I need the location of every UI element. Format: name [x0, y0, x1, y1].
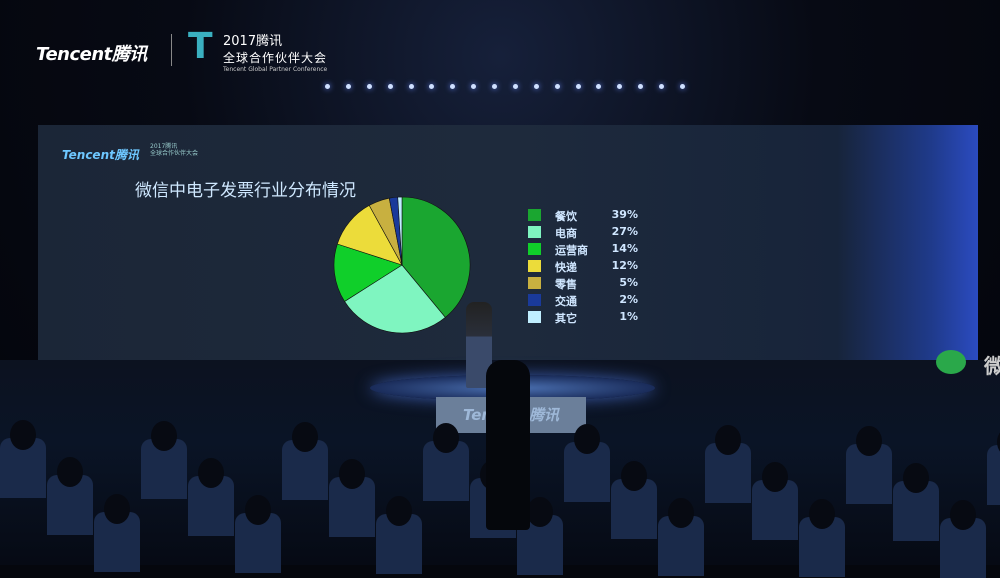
audience-member — [245, 495, 271, 525]
legend-item: 交通 2% — [528, 293, 638, 308]
legend-item: 快递 12% — [528, 259, 638, 274]
slide-conf-year: 2017腾讯 — [150, 143, 178, 150]
conference-english: Tencent Global Partner Conference — [223, 66, 328, 73]
legend-label: 快递 — [555, 261, 577, 274]
legend-item: 其它 1% — [528, 310, 638, 325]
audience-member — [198, 458, 224, 488]
audience-member — [997, 427, 1000, 457]
legend-value: 12% — [611, 259, 638, 272]
conference-year: 2017腾讯 — [223, 34, 283, 49]
conference-t-logo-icon: T — [188, 26, 213, 67]
slide-tencent-logo: Tencent腾讯 — [62, 148, 139, 162]
legend-swatch — [528, 243, 541, 255]
pie-chart — [333, 196, 471, 334]
legend-label: 餐饮 — [555, 210, 577, 223]
legend-label: 其它 — [555, 312, 577, 325]
pie-slice-1 — [401, 196, 471, 318]
conference-name: 全球合作伙伴大会 — [223, 51, 328, 65]
audience-member — [762, 462, 788, 492]
audience-member — [856, 426, 882, 456]
legend-label: 交通 — [555, 295, 577, 308]
legend-label: 电商 — [555, 227, 577, 240]
audience-member — [57, 457, 83, 487]
legend-swatch — [528, 226, 541, 238]
audience-member — [10, 420, 36, 450]
audience-member — [621, 461, 647, 491]
audience-member — [950, 500, 976, 530]
logo-divider — [171, 34, 172, 66]
legend-value: 5% — [619, 276, 638, 289]
legend-label: 零售 — [555, 278, 577, 291]
legend-item: 零售 5% — [528, 276, 638, 291]
legend-swatch — [528, 311, 541, 323]
legend-value: 2% — [619, 293, 638, 306]
audience-member — [386, 496, 412, 526]
audience-member — [668, 498, 694, 528]
wechat-icon — [936, 350, 966, 374]
audience-member — [292, 422, 318, 452]
audience-member — [104, 494, 130, 524]
legend-item: 运营商 14% — [528, 242, 638, 257]
legend-value: 39% — [611, 208, 638, 221]
chart-title: 微信中电子发票行业分布情况 — [135, 181, 356, 201]
legend-item: 电商 27% — [528, 225, 638, 240]
audience-member — [527, 497, 553, 527]
pie-slice-3 — [333, 243, 403, 302]
camera-operator — [486, 360, 530, 530]
legend-value: 14% — [611, 242, 638, 255]
legend-swatch — [528, 260, 541, 272]
audience-member — [433, 423, 459, 453]
audience-member — [903, 463, 929, 493]
audience-seat — [987, 445, 1000, 505]
stage-lights — [325, 84, 685, 90]
audience-member — [151, 421, 177, 451]
legend-swatch — [528, 294, 541, 306]
audience-member — [574, 424, 600, 454]
legend-swatch — [528, 277, 541, 289]
legend-swatch — [528, 209, 541, 221]
slide-conference-logo: 2017腾讯 全球合作伙伴大会 — [150, 143, 198, 157]
presentation-screen — [38, 125, 978, 362]
conference-title: 2017腾讯 全球合作伙伴大会 Tencent Global Partner C… — [223, 30, 327, 73]
tencent-logo: Tencent腾讯 — [36, 44, 147, 65]
pie-slice-7 — [397, 196, 403, 266]
pie-slice-2 — [344, 264, 446, 334]
audience-member — [339, 459, 365, 489]
slide-conf-name: 全球合作伙伴大会 — [150, 150, 199, 157]
audience-member — [715, 425, 741, 455]
side-banner-text: 微 — [984, 354, 1000, 378]
legend-item: 餐饮 39% — [528, 208, 638, 223]
legend-label: 运营商 — [555, 244, 588, 257]
audience-member — [809, 499, 835, 529]
legend-value: 27% — [611, 225, 638, 238]
legend-value: 1% — [619, 310, 638, 323]
